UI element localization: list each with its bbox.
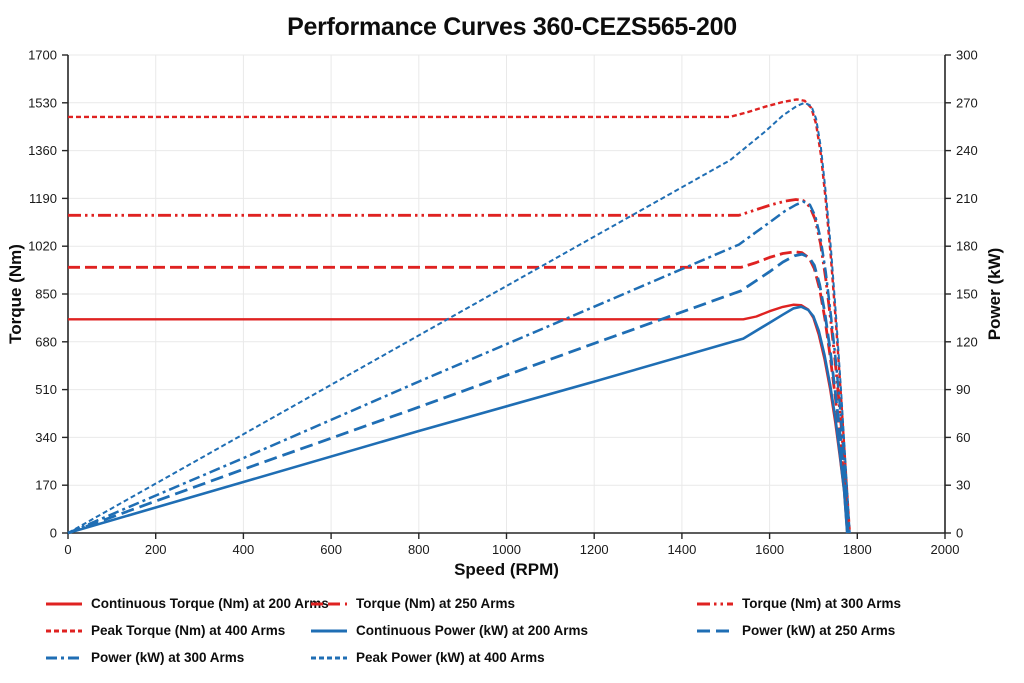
svg-text:1600: 1600 [755, 542, 784, 557]
gridlines [68, 54, 946, 533]
legend-line-swatch [311, 602, 347, 605]
svg-text:30: 30 [956, 478, 970, 493]
legend-item: Continuous Power (kW) at 200 Arms [310, 620, 696, 641]
legend: Continuous Torque (Nm) at 200 Arms Torqu… [45, 593, 995, 668]
svg-text:850: 850 [35, 287, 57, 302]
legend-item-label: Power (kW) at 300 Arms [91, 650, 245, 665]
legend-item: Power (kW) at 250 Arms [696, 620, 995, 641]
legend-item-label: Peak Torque (Nm) at 400 Arms [91, 623, 286, 638]
legend-item-label: Peak Power (kW) at 400 Arms [356, 650, 545, 665]
legend-line-swatch [311, 656, 347, 659]
svg-text:340: 340 [35, 430, 57, 445]
svg-text:2000: 2000 [931, 542, 960, 557]
chart-title: Performance Curves 360-CEZS565-200 [287, 13, 737, 41]
series-6 [67, 200, 851, 535]
legend-line-swatch [697, 629, 733, 632]
svg-text:800: 800 [408, 542, 430, 557]
svg-text:510: 510 [35, 382, 57, 397]
legend-item-label: Torque (Nm) at 300 Arms [742, 596, 902, 611]
y-axis-label-left: Torque (Nm) [6, 244, 25, 344]
svg-text:600: 600 [320, 542, 342, 557]
tick-labels: 0 170 340 510 680 850 1020 1190 1360 1530 1700 0 30 6… [28, 48, 978, 558]
svg-text:180: 180 [956, 239, 978, 254]
series-3 [68, 98, 851, 534]
svg-text:1200: 1200 [580, 542, 609, 557]
series-4 [67, 305, 849, 535]
legend-item-label: Power (kW) at 250 Arms [742, 623, 896, 638]
legend-item-label: Torque (Nm) at 250 Arms [356, 596, 516, 611]
svg-text:1000: 1000 [492, 542, 521, 557]
svg-text:200: 200 [145, 542, 167, 557]
svg-text:0: 0 [956, 526, 963, 541]
svg-text:240: 240 [956, 143, 978, 158]
series-7 [67, 101, 851, 534]
legend-line-swatch [46, 602, 82, 605]
axes [62, 54, 951, 539]
y-axis-label-right: Power (kW) [985, 247, 1004, 341]
series-5 [67, 252, 850, 535]
svg-text:1190: 1190 [29, 191, 57, 206]
legend-item-label: Continuous Torque (Nm) at 200 Arms [91, 596, 329, 611]
svg-text:0: 0 [50, 526, 57, 541]
svg-text:150: 150 [956, 287, 978, 302]
legend-line-swatch [46, 629, 82, 632]
legend-line-swatch [697, 602, 733, 605]
legend-item: Power (kW) at 300 Arms [45, 647, 310, 668]
legend-item: Torque (Nm) at 300 Arms [696, 593, 995, 614]
svg-text:1020: 1020 [28, 239, 57, 254]
svg-text:120: 120 [956, 334, 978, 349]
svg-text:1360: 1360 [28, 143, 57, 158]
svg-text:90: 90 [956, 382, 970, 397]
legend-item: Continuous Torque (Nm) at 200 Arms [45, 593, 329, 614]
svg-text:0: 0 [64, 542, 71, 557]
legend-item: Torque (Nm) at 250 Arms [310, 593, 696, 614]
legend-item: Peak Power (kW) at 400 Arms [310, 647, 696, 668]
svg-text:400: 400 [233, 542, 255, 557]
legend-item: Peak Torque (Nm) at 400 Arms [45, 620, 310, 641]
svg-text:1400: 1400 [667, 542, 696, 557]
svg-text:300: 300 [956, 48, 978, 63]
svg-text:1530: 1530 [28, 95, 57, 110]
svg-text:1800: 1800 [843, 542, 872, 557]
legend-line-swatch [46, 656, 82, 659]
x-axis-label: Speed (RPM) [454, 560, 559, 579]
svg-text:1700: 1700 [28, 48, 57, 63]
legend-item-label: Continuous Power (kW) at 200 Arms [356, 623, 589, 638]
svg-text:210: 210 [956, 191, 978, 206]
svg-text:170: 170 [35, 478, 57, 493]
svg-text:60: 60 [956, 430, 970, 445]
svg-text:680: 680 [35, 334, 57, 349]
legend-line-swatch [311, 629, 347, 632]
series-2 [68, 198, 851, 534]
svg-text:270: 270 [956, 95, 978, 110]
